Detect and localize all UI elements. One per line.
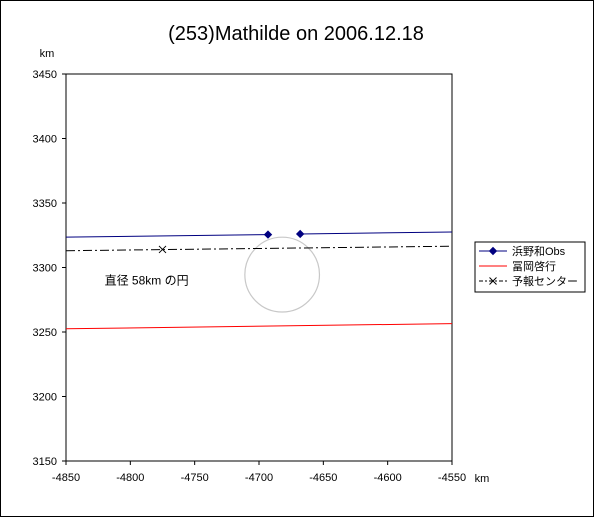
chart-marks: -4850 -4800 -4750 -4700 -4650 -4600 -4550 3150 3… bbox=[33, 69, 467, 484]
x-tick-label: -4800 bbox=[116, 472, 144, 484]
diameter-circle bbox=[244, 236, 321, 313]
y-tick-label: 3300 bbox=[33, 263, 57, 275]
x-tick-label: -4850 bbox=[52, 472, 80, 484]
y-tick-label: 3450 bbox=[33, 69, 57, 81]
legend-label-1: 冨岡啓行 bbox=[512, 259, 556, 273]
plot-content bbox=[66, 229, 452, 330]
circle-annotation: 直径 58km の円 bbox=[105, 273, 189, 287]
x-tick-label: -4650 bbox=[309, 472, 337, 484]
x-tick-label: -4750 bbox=[181, 472, 209, 484]
legend-label-2: 予報センター bbox=[512, 275, 578, 288]
series-marker-0 bbox=[263, 230, 273, 239]
series-line-2 bbox=[66, 245, 452, 252]
legend-label-0: 浜野和Obs bbox=[512, 245, 566, 258]
plot-area bbox=[65, 73, 453, 462]
legend-marker-2-stroke-b bbox=[489, 277, 497, 285]
y-tick-label: 3400 bbox=[33, 134, 57, 146]
chart-title: (253)Mathilde on 2006.12.18 bbox=[168, 23, 424, 45]
y-tick-label: 3250 bbox=[33, 327, 57, 339]
x-tick-label: -4600 bbox=[374, 472, 402, 484]
y-tick-label: 3200 bbox=[33, 392, 57, 404]
legend-marker-2 bbox=[489, 277, 497, 285]
series-marker-2-stroke-b bbox=[158, 245, 167, 254]
x-tick-label: -4700 bbox=[245, 472, 273, 484]
y-tick-label: 3350 bbox=[33, 198, 57, 210]
series-marker-0 bbox=[295, 229, 305, 239]
legend-marker-0 bbox=[488, 246, 498, 256]
x-tick-label: -4550 bbox=[438, 472, 466, 484]
series-marker-2 bbox=[158, 245, 167, 254]
y-axis-unit: km bbox=[40, 48, 55, 60]
x-axis-unit: km bbox=[475, 473, 490, 485]
y-tick-label: 3150 bbox=[33, 456, 57, 468]
series-line-0 bbox=[66, 234, 269, 238]
series-line-1 bbox=[66, 323, 452, 330]
series-line-0 bbox=[300, 231, 452, 235]
